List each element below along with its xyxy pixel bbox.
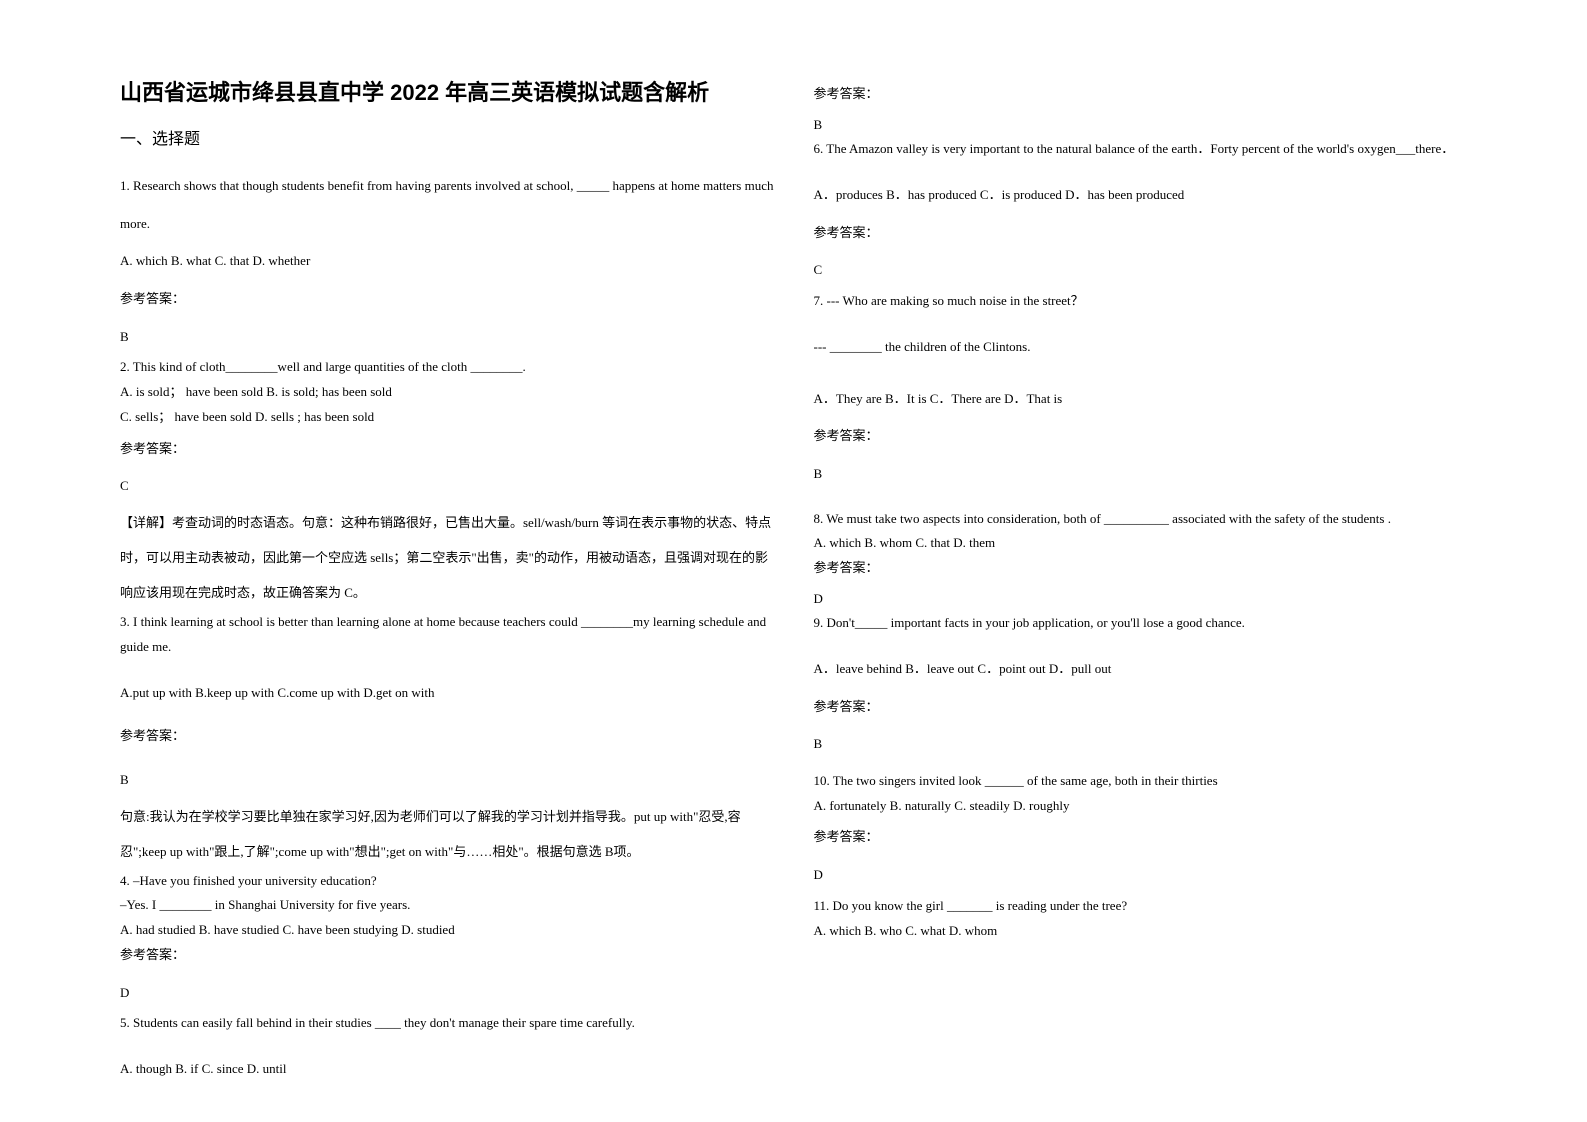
q5-answer-label: 参考答案： (814, 75, 1468, 113)
q11-text: 11. Do you know the girl _______ is read… (814, 894, 1468, 919)
q5-answer: B (814, 113, 1468, 138)
q4-line1: 4. –Have you finished your university ed… (120, 869, 774, 894)
q6-answer-label: 参考答案： (814, 214, 1468, 252)
left-column: 山西省运城市绛县县直中学 2022 年高三英语模拟试题含解析 一、选择题 1. … (100, 75, 794, 1092)
q1-text: 1. Research shows that though students b… (120, 167, 774, 242)
q7-line2: --- ________ the children of the Clinton… (814, 328, 1468, 366)
q5-text: 5. Students can easily fall behind in th… (120, 1011, 774, 1036)
q3-answer-label: 参考答案： (120, 717, 774, 755)
q6-options: A．produces B．has produced C．is produced … (814, 176, 1468, 214)
q4-line2: –Yes. I ________ in Shanghai University … (120, 893, 774, 918)
right-column: 参考答案： B 6. The Amazon valley is very imp… (794, 75, 1488, 1092)
q5-options: A. though B. if C. since D. until (120, 1050, 774, 1088)
q10-options: A. fortunately B. naturally C. steadily … (814, 794, 1468, 819)
q7-line1: 7. --- Who are making so much noise in t… (814, 289, 1468, 314)
q1-answer-label: 参考答案： (120, 280, 774, 318)
q7-answer-label: 参考答案： (814, 417, 1468, 455)
q6-text: 6. The Amazon valley is very important t… (814, 137, 1468, 162)
q8-answer-label: 参考答案： (814, 556, 1468, 581)
q10-text: 10. The two singers invited look ______ … (814, 769, 1468, 794)
q4-options: A. had studied B. have studied C. have b… (120, 918, 774, 943)
page-container: 山西省运城市绛县县直中学 2022 年高三英语模拟试题含解析 一、选择题 1. … (0, 0, 1587, 1122)
q9-text: 9. Don't_____ important facts in your jo… (814, 611, 1468, 636)
q9-options: A．leave behind B．leave out C．point out D… (814, 650, 1468, 688)
q8-answer: D (814, 587, 1468, 612)
q6-answer: C (814, 251, 1468, 289)
q4-answer-label: 参考答案： (120, 943, 774, 968)
q3-text: 3. I think learning at school is better … (120, 610, 774, 659)
q10-answer-label: 参考答案： (814, 818, 1468, 856)
q10-answer: D (814, 856, 1468, 894)
q3-answer: B (120, 761, 774, 799)
q9-answer: B (814, 725, 1468, 763)
q2-text: 2. This kind of cloth________well and la… (120, 355, 774, 380)
q2-explanation: 【详解】考查动词的时态语态。句意：这种布销路很好，已售出大量。sell/wash… (120, 505, 774, 610)
q2-optC: C. sells； have been sold D. sells ; has … (120, 405, 774, 430)
q3-options: A.put up with B.keep up with C.come up w… (120, 674, 774, 712)
q9-answer-label: 参考答案： (814, 688, 1468, 726)
q11-options: A. which B. who C. what D. whom (814, 919, 1468, 944)
q2-answer-label: 参考答案： (120, 430, 774, 468)
q2-optA: A. is sold； have been sold B. is sold; h… (120, 380, 774, 405)
q3-explanation: 句意:我认为在学校学习要比单独在家学习好,因为老师们可以了解我的学习计划并指导我… (120, 799, 774, 869)
q1-answer: B (120, 318, 774, 356)
document-title: 山西省运城市绛县县直中学 2022 年高三英语模拟试题含解析 (120, 75, 774, 107)
section-heading: 一、选择题 (120, 125, 774, 149)
q7-options: A．They are B．It is C．There are D．That is (814, 380, 1468, 418)
q8-options: A. which B. whom C. that D. them (814, 531, 1468, 556)
q7-answer: B (814, 455, 1468, 493)
q4-answer: D (120, 974, 774, 1012)
q1-options: A. which B. what C. that D. whether (120, 242, 774, 280)
q8-line1: 8. We must take two aspects into conside… (814, 507, 1468, 532)
q2-answer: C (120, 467, 774, 505)
